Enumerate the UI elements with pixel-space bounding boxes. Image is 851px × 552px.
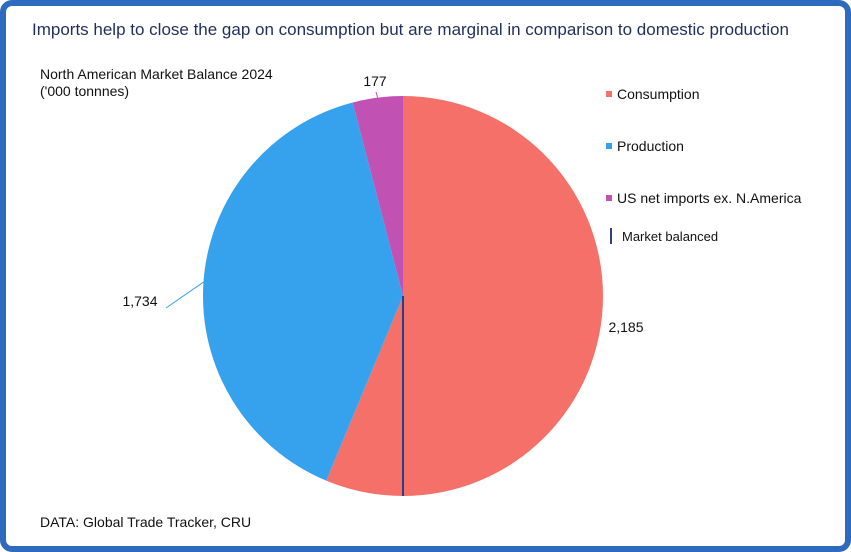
legend-label-consumption: Consumption: [617, 86, 700, 102]
pie-slice-consumption-overlap: [326, 296, 403, 496]
pie-slice-production: [202, 102, 403, 481]
legend-label-market-balanced: Market balanced: [622, 228, 719, 244]
legend-swatch-consumption: [606, 91, 612, 97]
legend-item-consumption: Consumption: [606, 86, 700, 102]
data-label-imports: 177: [363, 73, 387, 89]
chart-source: DATA: Global Trade Tracker, CRU: [40, 514, 252, 530]
pie-slice-consumption: [403, 96, 603, 496]
subtitle-line-2: ('000 tonnnes): [40, 83, 130, 99]
data-label-production: 1,734: [122, 293, 157, 309]
legend-item-market-balanced: Market balanced: [606, 228, 718, 244]
leader-line-production: [165, 281, 204, 309]
legend-label-imports: US net imports ex. N.America: [617, 190, 802, 206]
chart-subtitle: North American Market Balance 2024 ('000…: [40, 66, 273, 100]
legend-swatch-imports: [606, 195, 612, 201]
data-label-consumption: 2,185: [608, 319, 643, 335]
subtitle-line-1: North American Market Balance 2024: [40, 66, 273, 82]
legend-item-production: Production: [606, 138, 684, 154]
leader-line-imports: [375, 91, 379, 98]
legend-item-imports: US net imports ex. N.America: [606, 190, 801, 206]
legend-swatch-market-balanced: [610, 228, 612, 244]
legend-swatch-production: [606, 143, 612, 149]
pie-slice-imports: [352, 96, 403, 296]
legend-label-production: Production: [617, 138, 684, 154]
chart-title: Imports help to close the gap on consump…: [32, 20, 789, 39]
